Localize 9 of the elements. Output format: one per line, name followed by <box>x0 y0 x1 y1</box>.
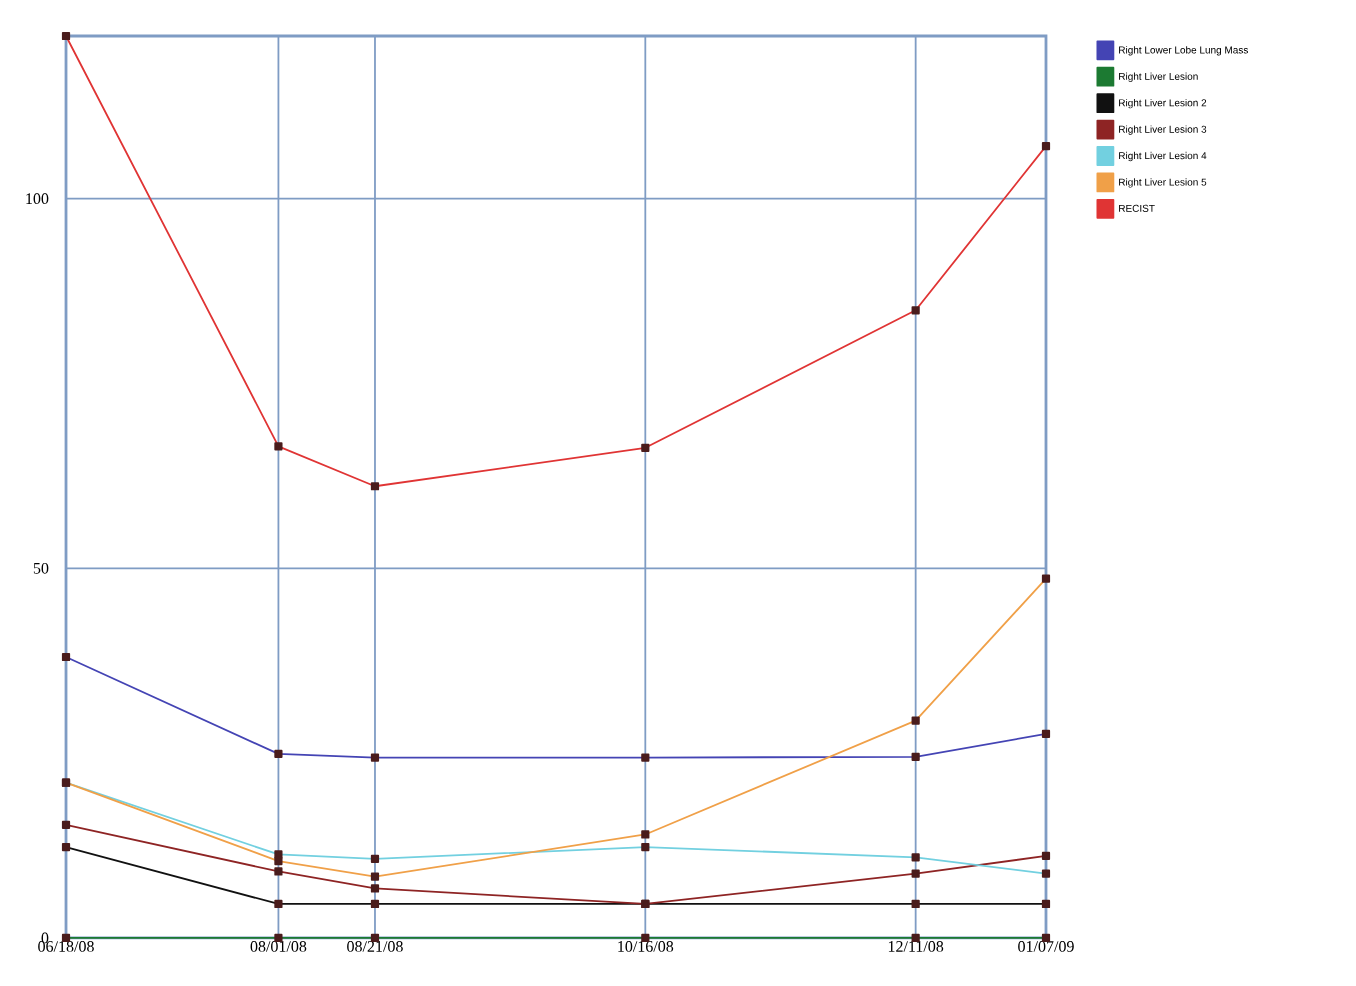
x-tick-label: 06/18/08 <box>38 941 94 952</box>
x-tick-label: 10/16/08 <box>618 941 674 952</box>
x-tick-label: 08/01/08 <box>250 941 307 952</box>
y-tick-label: 100 <box>26 193 49 205</box>
y-tick-label: 0 <box>41 932 49 944</box>
x-tick-label: 08/21/08 <box>347 941 403 952</box>
x-tick-label: 01/07/09 <box>1018 941 1074 952</box>
x-tick-label: 12/11/08 <box>888 941 944 952</box>
y-tick-label: 50 <box>33 562 49 574</box>
